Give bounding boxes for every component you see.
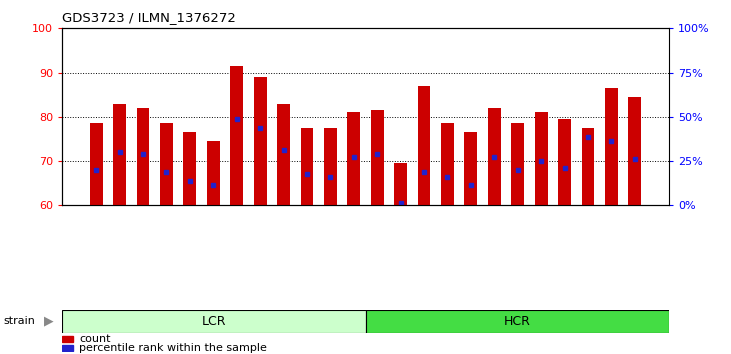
Bar <box>488 108 501 205</box>
Bar <box>62 345 73 351</box>
Bar <box>183 132 197 205</box>
Bar <box>62 310 366 333</box>
Bar <box>605 88 618 205</box>
Bar <box>300 128 314 205</box>
Bar <box>417 86 431 205</box>
Text: count: count <box>79 335 110 344</box>
Bar <box>137 108 149 205</box>
Bar <box>464 132 477 205</box>
Bar <box>254 77 267 205</box>
Bar <box>113 103 126 205</box>
Bar <box>347 112 360 205</box>
Bar <box>441 124 454 205</box>
Text: GDS3723 / ILMN_1376272: GDS3723 / ILMN_1376272 <box>62 11 236 24</box>
Bar <box>371 110 384 205</box>
Text: LCR: LCR <box>202 315 226 328</box>
Bar <box>558 119 571 205</box>
Bar <box>230 66 243 205</box>
Bar <box>366 310 669 333</box>
Bar <box>160 124 173 205</box>
Text: ▶: ▶ <box>44 315 54 328</box>
Text: HCR: HCR <box>504 315 531 328</box>
Bar <box>90 124 102 205</box>
Text: percentile rank within the sample: percentile rank within the sample <box>79 343 267 353</box>
Bar <box>324 128 337 205</box>
Bar <box>394 163 407 205</box>
Bar <box>629 97 641 205</box>
Bar <box>511 124 524 205</box>
Bar <box>582 128 594 205</box>
Text: strain: strain <box>4 316 36 326</box>
Bar <box>534 112 548 205</box>
Bar <box>62 336 73 343</box>
Bar <box>277 103 290 205</box>
Bar <box>207 141 220 205</box>
